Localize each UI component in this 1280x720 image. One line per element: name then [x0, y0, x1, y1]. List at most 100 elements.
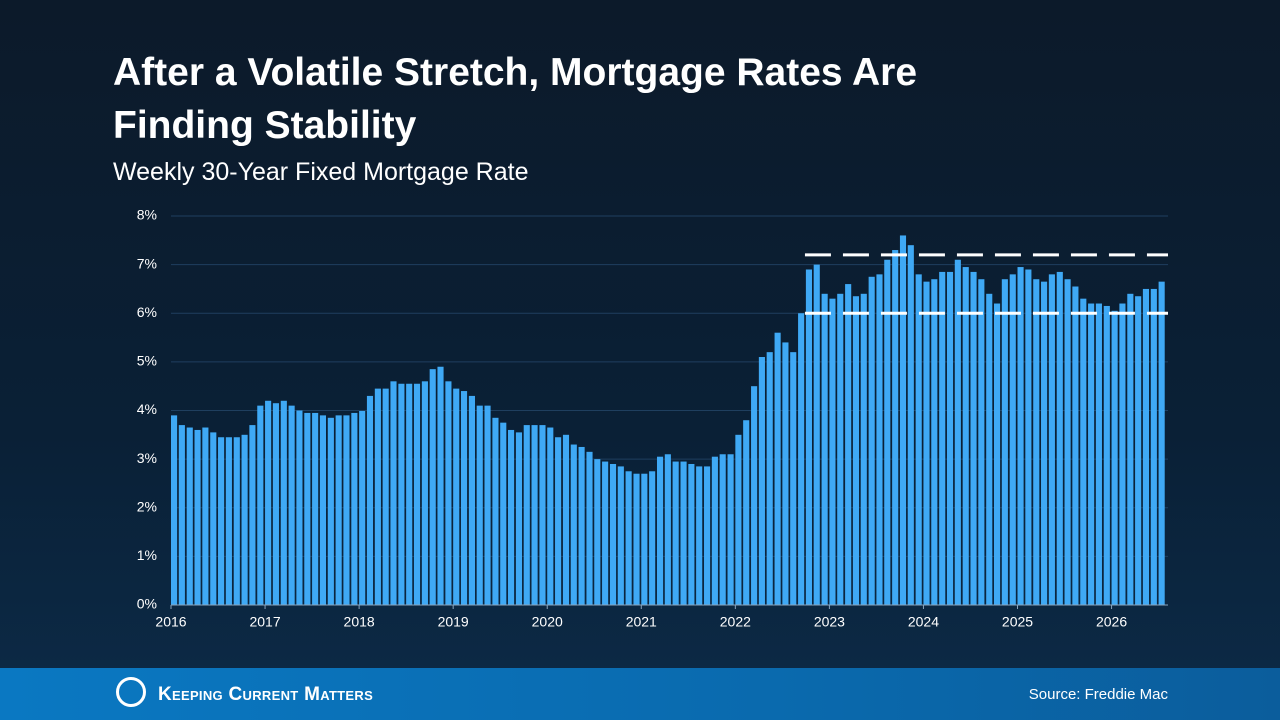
bar — [398, 383, 405, 605]
bar — [633, 473, 640, 605]
bar — [547, 427, 554, 605]
bar — [649, 471, 656, 605]
bar — [743, 420, 750, 605]
bar — [210, 432, 217, 605]
bar — [265, 400, 272, 605]
y-tick-label: 2% — [137, 498, 157, 514]
bar — [954, 259, 961, 605]
bar — [327, 417, 334, 605]
bar — [374, 388, 381, 605]
bar — [892, 250, 899, 605]
bar — [359, 410, 366, 605]
bar — [719, 454, 726, 605]
bar — [194, 429, 201, 605]
footer-bar: Keeping Current Matters Source: Freddie … — [0, 668, 1280, 720]
bar — [562, 434, 570, 605]
x-tick-label: 2022 — [720, 614, 751, 630]
bar — [688, 463, 695, 605]
bar — [946, 271, 954, 605]
bar — [656, 456, 664, 605]
bar — [1088, 303, 1095, 605]
bar — [484, 405, 491, 605]
bar — [335, 415, 342, 605]
bar — [249, 425, 256, 605]
bar — [1095, 303, 1102, 605]
x-tick-label: 2017 — [249, 614, 280, 630]
brand: Keeping Current Matters — [158, 684, 374, 705]
bar — [570, 444, 577, 605]
bar — [555, 437, 562, 605]
x-tick-label: 2021 — [626, 614, 657, 630]
bar — [696, 466, 703, 605]
bar — [798, 313, 805, 605]
bar — [876, 274, 883, 605]
bar — [202, 427, 209, 605]
x-tick-label: 2019 — [438, 614, 469, 630]
bar — [218, 437, 225, 605]
y-tick-label: 7% — [137, 255, 157, 271]
bar — [1009, 274, 1016, 605]
bar — [1025, 269, 1032, 605]
bar — [382, 388, 389, 605]
x-tick-label: 2026 — [1096, 614, 1127, 630]
x-tick-label: 2018 — [344, 614, 375, 630]
bar — [1127, 293, 1134, 605]
bar — [171, 415, 178, 605]
bar — [962, 267, 969, 605]
bar — [1056, 271, 1063, 605]
bar — [406, 383, 413, 605]
bar — [868, 276, 875, 605]
bar — [821, 293, 828, 605]
bar — [272, 403, 279, 605]
bar — [594, 459, 601, 605]
bar — [680, 461, 687, 605]
bar — [225, 437, 232, 605]
bar — [1158, 281, 1165, 605]
bar — [1017, 267, 1024, 605]
bar — [641, 473, 648, 605]
bar — [531, 425, 538, 605]
bar — [625, 471, 632, 605]
bar — [539, 425, 546, 605]
chart-title: After a Volatile Stretch, Mortgage Rates… — [113, 51, 918, 147]
bar — [845, 284, 852, 605]
source: Source: Freddie Mac — [1028, 686, 1168, 703]
bar — [837, 293, 844, 605]
bar — [884, 259, 891, 605]
bar — [586, 451, 593, 605]
bar — [923, 281, 930, 605]
bar — [1111, 310, 1118, 605]
bar — [711, 456, 718, 605]
bar — [978, 279, 985, 605]
bar — [1001, 279, 1008, 605]
bar — [508, 429, 515, 605]
bar — [782, 342, 789, 605]
bar — [1072, 286, 1079, 605]
bar — [351, 412, 358, 605]
bar — [1150, 288, 1157, 605]
bar — [304, 412, 311, 605]
x-tick-label: 2016 — [155, 614, 186, 630]
bar — [476, 405, 483, 605]
bar — [280, 400, 287, 605]
bar — [774, 332, 781, 605]
bar — [241, 434, 248, 605]
bar — [492, 417, 499, 605]
bar — [437, 366, 444, 605]
bar — [500, 422, 507, 605]
bar — [1119, 303, 1126, 605]
bar — [790, 352, 797, 605]
bar — [343, 415, 350, 605]
bar — [413, 383, 421, 605]
bar — [1033, 279, 1040, 605]
bar — [515, 432, 523, 605]
bar — [829, 298, 836, 605]
bar — [672, 461, 679, 605]
bar — [421, 381, 428, 605]
bar — [1048, 274, 1055, 605]
bar — [805, 269, 812, 605]
chart-subtitle: Weekly 30-Year Fixed Mortgage Rate — [113, 158, 529, 186]
bar — [1041, 281, 1048, 605]
y-tick-label: 6% — [137, 304, 157, 320]
bar — [233, 437, 240, 605]
